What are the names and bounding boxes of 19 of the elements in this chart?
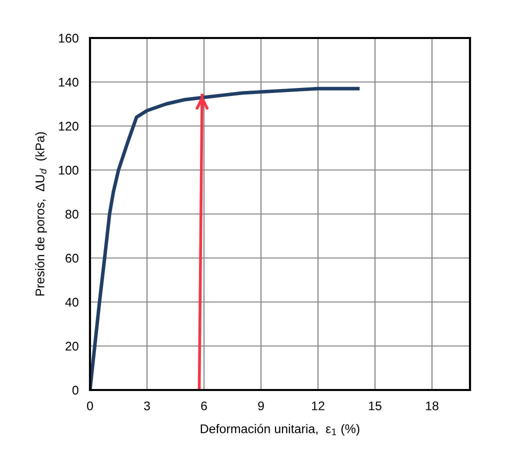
- x-tick-label: 15: [369, 402, 382, 410]
- x-tick-label: 3: [144, 401, 150, 410]
- x-axis-title: Deformación unitaria, ε$_{1}$ (%): [200, 424, 360, 436]
- y-tick-label: 100: [58, 166, 78, 175]
- y-tick-label: 40: [65, 298, 78, 307]
- y-tick-label: 60: [66, 254, 78, 263]
- y-tick-label: 0: [72, 386, 78, 395]
- y-tick-label: 20: [66, 342, 78, 351]
- y-tick-label: 140: [58, 78, 78, 87]
- y-tick-label: 160: [58, 34, 78, 43]
- y-tick-label: 120: [58, 122, 78, 131]
- x-tick-label: 0: [87, 401, 93, 410]
- line-series: [90, 86, 360, 390]
- y-tick-label: 80: [66, 210, 78, 219]
- x-tick-label: 6: [201, 401, 207, 410]
- y-axis-title: Presión de poros, ΔU$_{d}$ (kPa): [35, 132, 47, 296]
- x-tick-label: 9: [258, 401, 264, 410]
- x-tick-label: 12: [312, 401, 324, 410]
- x-tick-label: 18: [426, 401, 438, 410]
